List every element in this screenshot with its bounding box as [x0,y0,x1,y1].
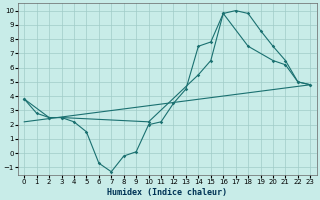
X-axis label: Humidex (Indice chaleur): Humidex (Indice chaleur) [107,188,227,197]
